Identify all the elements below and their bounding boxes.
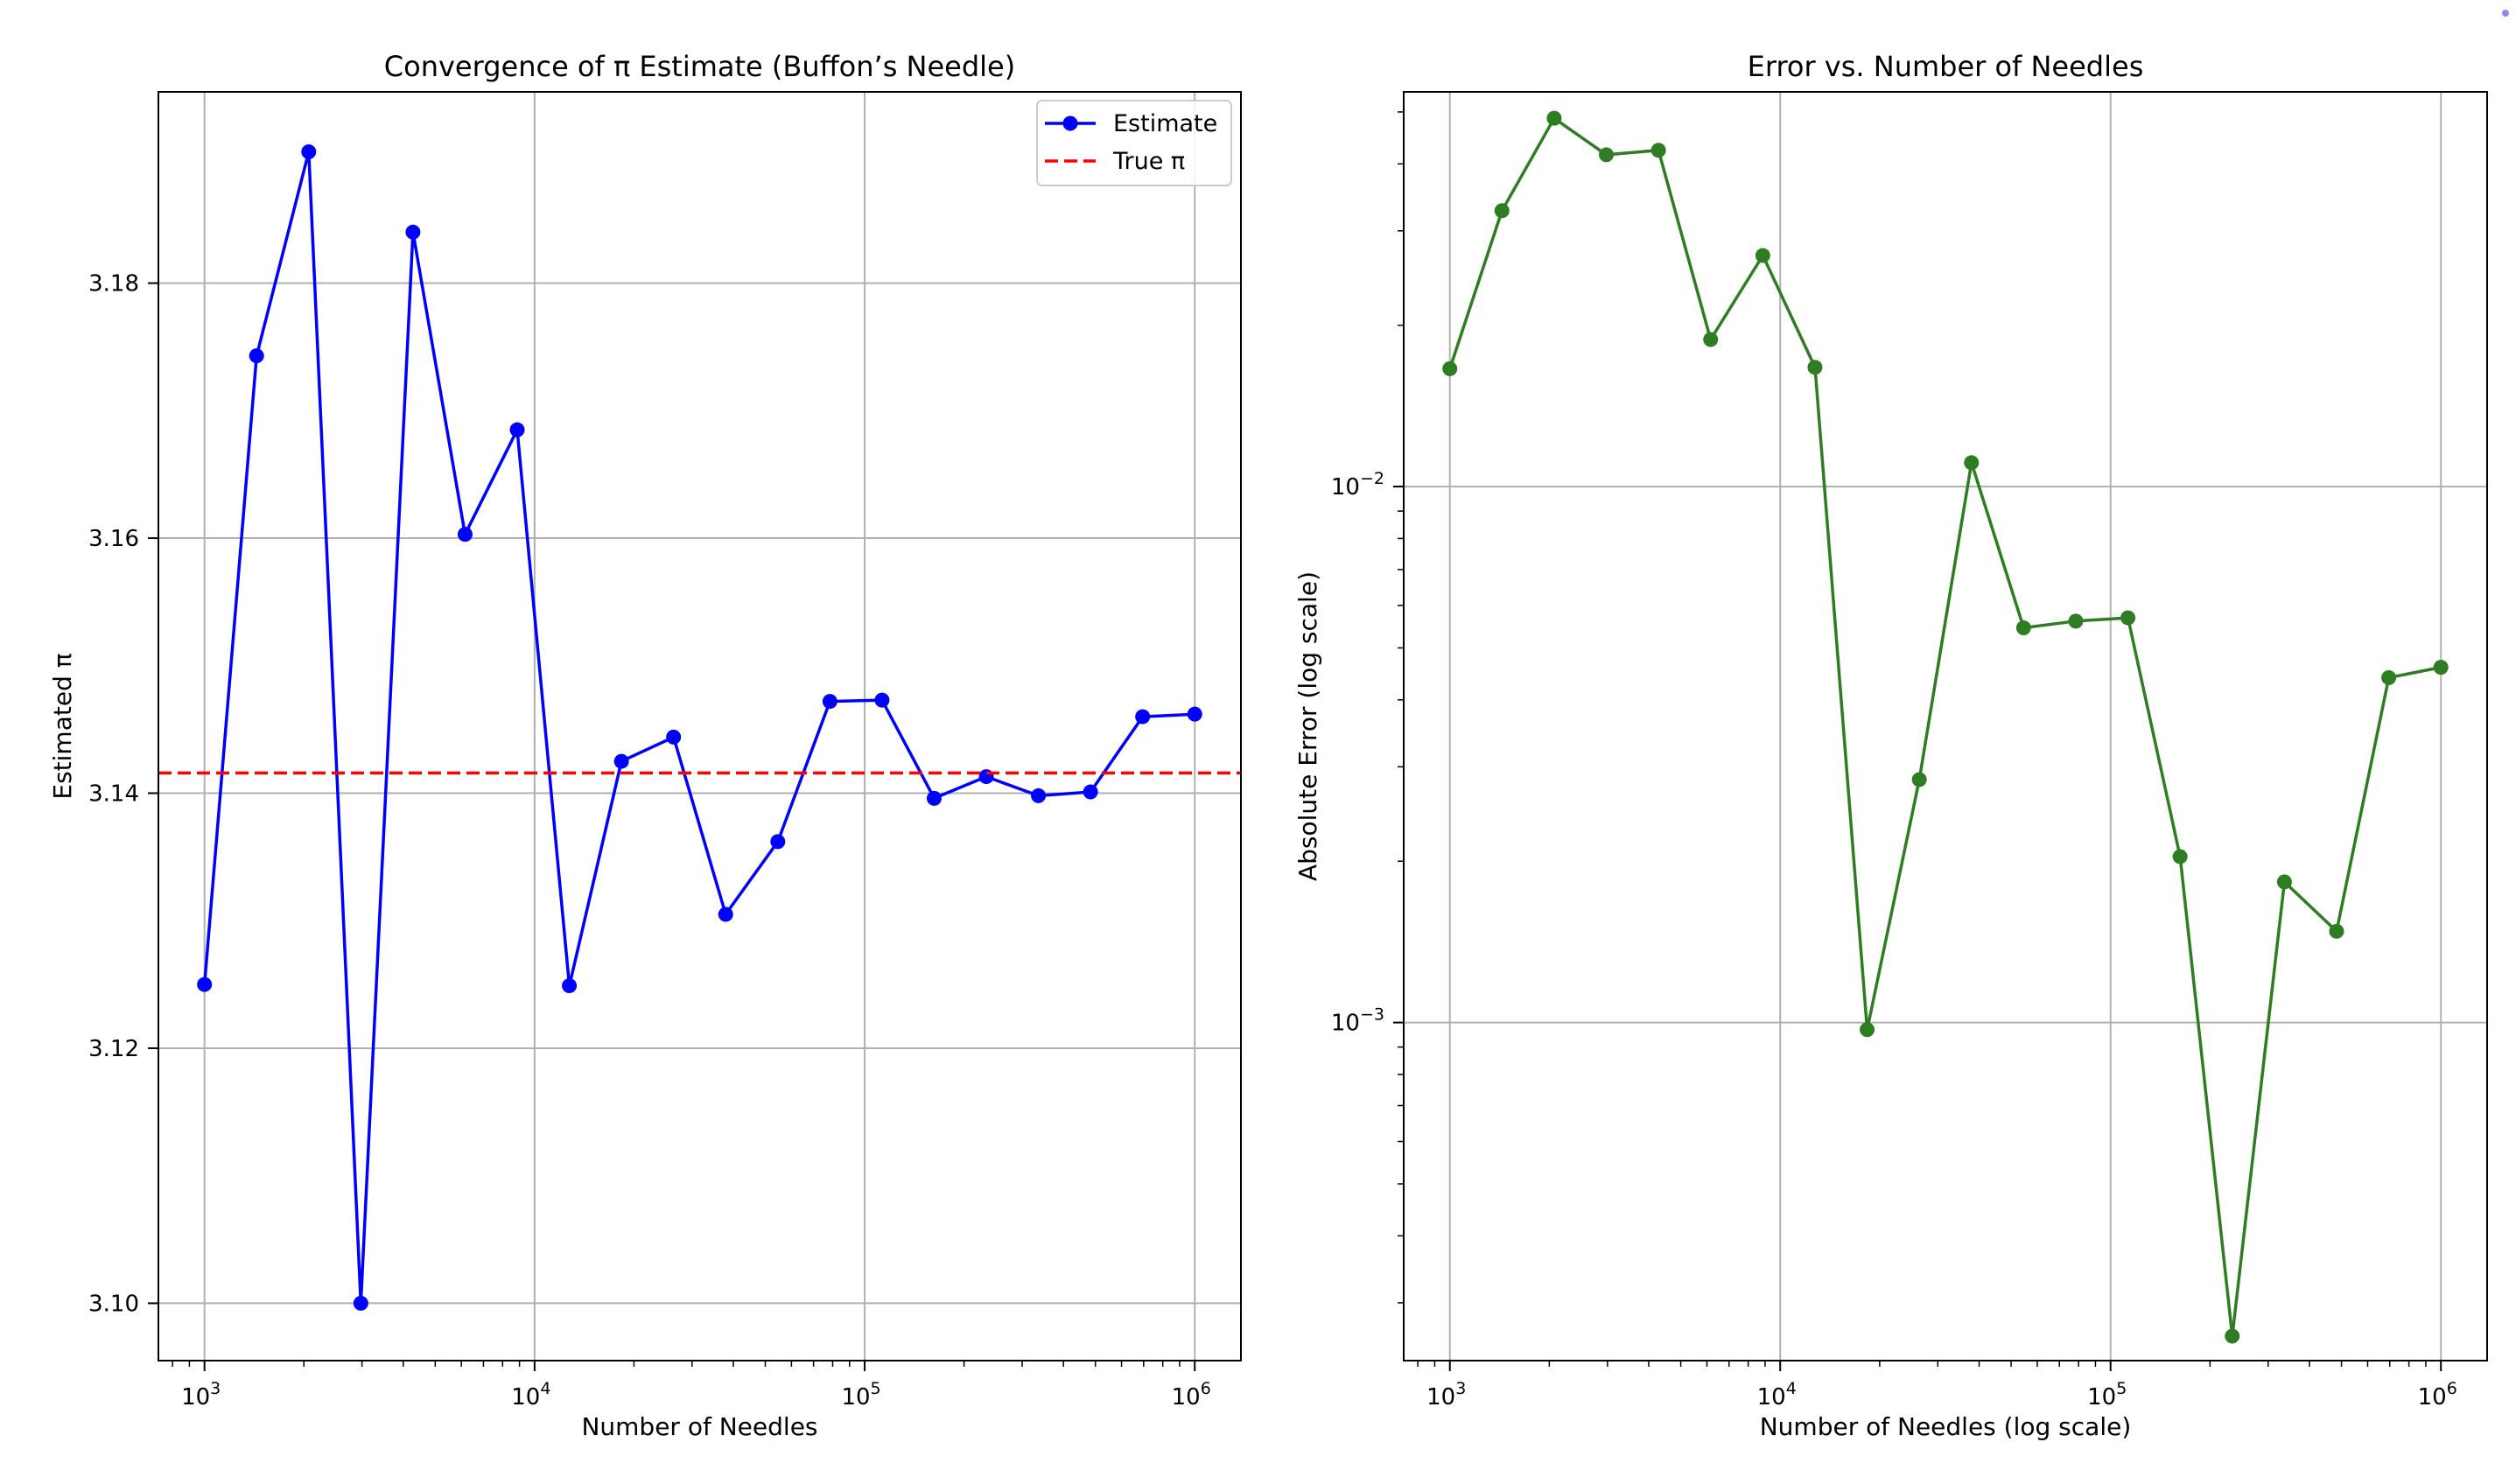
x-tick-label-exponent: 4 (540, 1379, 550, 1398)
data-point (2068, 613, 2084, 629)
y-tick-label-exponent: −2 (1360, 469, 1384, 488)
data-point (822, 694, 837, 710)
series-line (202, 150, 1195, 1306)
data-point (353, 1295, 368, 1311)
legend-estimate-label: Estimate (1113, 110, 1217, 137)
chart-title: Error vs. Number of Needles (1748, 50, 2144, 83)
y-tick-label: 3.16 (88, 526, 139, 552)
data-point (2172, 849, 2188, 864)
data-point (1755, 248, 1770, 263)
x-tick-label-exponent: 6 (1201, 1379, 1211, 1398)
x-tick-label-exponent: 3 (210, 1379, 221, 1398)
data-point (405, 224, 421, 240)
x-tick-label-exponent: 5 (2116, 1379, 2127, 1398)
data-point (1807, 360, 1823, 375)
x-tick-label-base: 10 (2418, 1384, 2447, 1410)
x-tick-label-base: 10 (841, 1384, 870, 1410)
x-axis-label: Number of Needles (log scale) (1760, 1412, 2132, 1441)
data-point (2015, 620, 2031, 636)
axes-frame (1403, 91, 2488, 1362)
x-tick-label-base: 10 (1757, 1384, 1786, 1410)
data-point (1187, 706, 1202, 722)
data-point (301, 144, 317, 159)
x-tick-label-exponent: 6 (2447, 1379, 2457, 1398)
data-point (249, 348, 264, 364)
legend-true-pi-label: True π (1112, 148, 1185, 175)
y-tick-label: 10−2 (1331, 469, 1384, 500)
data-point (1494, 203, 1510, 219)
chart-title: Convergence of π Estimate (Buffon’s Need… (384, 50, 1015, 83)
y-tick-label: 3.18 (88, 271, 139, 298)
x-tick-label-base: 10 (2087, 1384, 2116, 1410)
y-tick-label-base: 10 (1331, 474, 1360, 500)
x-tick-label-exponent: 5 (871, 1379, 881, 1398)
data-point (1442, 360, 1458, 376)
x-tick-label: 103 (1426, 1379, 1466, 1410)
data-point (1911, 772, 1927, 788)
data-point (1031, 788, 1047, 803)
x-tick-label-base: 10 (1426, 1384, 1455, 1410)
series-line (1448, 116, 2442, 1338)
data-point (613, 753, 629, 769)
x-tick-label-base: 10 (511, 1384, 540, 1410)
data-point (1650, 143, 1666, 158)
data-point (1860, 1022, 1875, 1038)
x-tick-label: 104 (1757, 1379, 1797, 1410)
data-point (2381, 669, 2397, 685)
data-point (2433, 660, 2449, 676)
data-point (1546, 110, 1562, 126)
x-tick-label-base: 10 (181, 1384, 210, 1410)
y-tick-label: 3.10 (88, 1291, 139, 1317)
data-point (457, 527, 473, 542)
x-tick-label: 103 (181, 1379, 221, 1410)
data-point (2329, 923, 2344, 939)
x-tick-label: 105 (2087, 1379, 2127, 1410)
data-point (1083, 784, 1098, 800)
x-tick-label: 106 (1172, 1379, 1211, 1410)
data-point (2225, 1328, 2240, 1344)
y-tick-label: 10−3 (1331, 1005, 1384, 1037)
legend-estimate-marker (1062, 116, 1078, 131)
axes-frame (158, 91, 1242, 1362)
x-tick-label-exponent: 4 (1786, 1379, 1797, 1398)
data-point (2276, 874, 2292, 890)
x-tick-label-base: 10 (1172, 1384, 1201, 1410)
y-axis-label: Estimated π (48, 653, 77, 799)
legend: Estimate True π (1036, 100, 1232, 186)
corner-dot-icon (2502, 10, 2509, 17)
y-tick-label: 3.14 (88, 781, 139, 808)
data-point (1964, 455, 1980, 471)
data-point (718, 906, 733, 922)
data-point (770, 834, 786, 850)
x-tick-label-exponent: 3 (1455, 1379, 1466, 1398)
x-tick-label: 104 (511, 1379, 550, 1410)
y-tick-label-exponent: −3 (1360, 1005, 1384, 1025)
x-tick-label: 105 (841, 1379, 880, 1410)
data-point (874, 692, 890, 708)
x-axis-label: Number of Needles (581, 1412, 817, 1441)
x-tick-label: 106 (2418, 1379, 2457, 1410)
data-point (1599, 147, 1615, 163)
y-tick-label-base: 10 (1331, 1011, 1360, 1037)
data-point (562, 978, 578, 994)
left-chart-panel: 103 104 105 1063.103.123.143.163.18Converge… (48, 50, 1242, 1441)
y-axis-label: Absolute Error (log scale) (1293, 571, 1322, 881)
data-point (197, 976, 213, 992)
data-point (2120, 610, 2136, 626)
data-point (1135, 709, 1151, 724)
data-point (666, 729, 682, 745)
data-point (926, 790, 942, 806)
data-point (509, 422, 525, 438)
y-tick-label: 3.12 (88, 1036, 139, 1062)
data-point (1703, 332, 1719, 347)
